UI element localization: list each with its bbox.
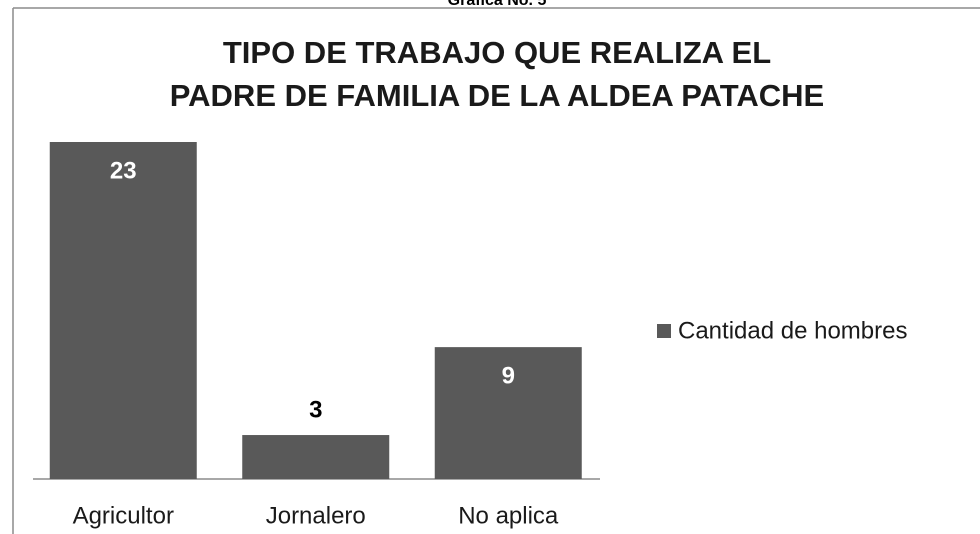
caption: Grafica No. 5	[448, 0, 547, 9]
bar	[434, 347, 582, 479]
x-tick-label: No aplica	[458, 502, 559, 529]
x-tick-label: Agricultor	[73, 502, 174, 529]
chart-title: TIPO DE TRABAJO QUE REALIZA EL	[223, 35, 771, 70]
data-label: 9	[502, 362, 515, 389]
x-tick-label: Jornalero	[266, 502, 366, 529]
bar	[242, 435, 390, 479]
bar	[49, 142, 197, 479]
data-label: 3	[309, 396, 322, 423]
data-label: 23	[110, 157, 137, 184]
chart-title: PADRE DE FAMILIA DE LA ALDEA PATACHE	[170, 78, 824, 113]
legend-swatch	[657, 324, 671, 338]
legend-label: Cantidad de hombres	[678, 317, 907, 344]
